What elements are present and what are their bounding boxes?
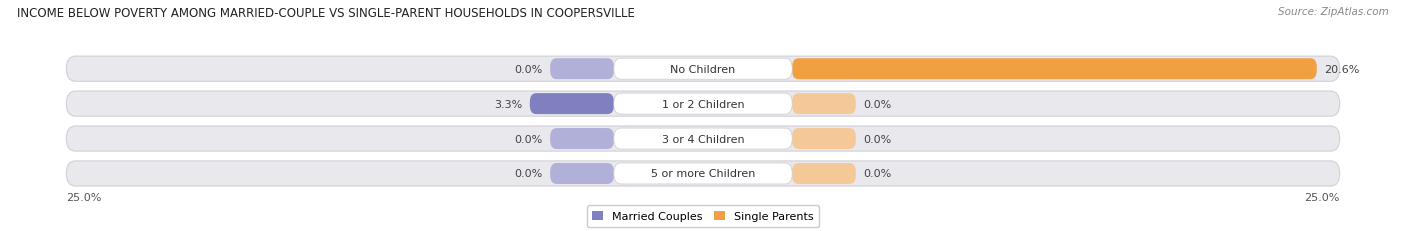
- Text: 20.6%: 20.6%: [1324, 64, 1360, 74]
- Text: No Children: No Children: [671, 64, 735, 74]
- Text: 0.0%: 0.0%: [863, 134, 891, 144]
- Text: 0.0%: 0.0%: [863, 169, 891, 179]
- FancyBboxPatch shape: [614, 163, 792, 184]
- FancyBboxPatch shape: [550, 59, 614, 80]
- Text: 0.0%: 0.0%: [515, 134, 543, 144]
- FancyBboxPatch shape: [530, 94, 614, 115]
- FancyBboxPatch shape: [66, 92, 1340, 117]
- FancyBboxPatch shape: [66, 161, 1340, 186]
- FancyBboxPatch shape: [550, 128, 614, 149]
- FancyBboxPatch shape: [66, 126, 1340, 152]
- FancyBboxPatch shape: [614, 59, 792, 80]
- FancyBboxPatch shape: [792, 59, 1317, 80]
- Text: 0.0%: 0.0%: [515, 64, 543, 74]
- Text: 3.3%: 3.3%: [494, 99, 522, 109]
- FancyBboxPatch shape: [792, 163, 856, 184]
- FancyBboxPatch shape: [66, 57, 1340, 82]
- Text: Source: ZipAtlas.com: Source: ZipAtlas.com: [1278, 7, 1389, 17]
- Text: 25.0%: 25.0%: [1305, 192, 1340, 202]
- FancyBboxPatch shape: [550, 163, 614, 184]
- Text: 1 or 2 Children: 1 or 2 Children: [662, 99, 744, 109]
- Text: 3 or 4 Children: 3 or 4 Children: [662, 134, 744, 144]
- Text: 25.0%: 25.0%: [66, 192, 101, 202]
- Text: 0.0%: 0.0%: [863, 99, 891, 109]
- FancyBboxPatch shape: [614, 128, 792, 149]
- FancyBboxPatch shape: [792, 94, 856, 115]
- FancyBboxPatch shape: [792, 128, 856, 149]
- Text: INCOME BELOW POVERTY AMONG MARRIED-COUPLE VS SINGLE-PARENT HOUSEHOLDS IN COOPERS: INCOME BELOW POVERTY AMONG MARRIED-COUPL…: [17, 7, 634, 20]
- Text: 0.0%: 0.0%: [515, 169, 543, 179]
- Legend: Married Couples, Single Parents: Married Couples, Single Parents: [586, 206, 820, 227]
- FancyBboxPatch shape: [614, 94, 792, 115]
- Text: 5 or more Children: 5 or more Children: [651, 169, 755, 179]
